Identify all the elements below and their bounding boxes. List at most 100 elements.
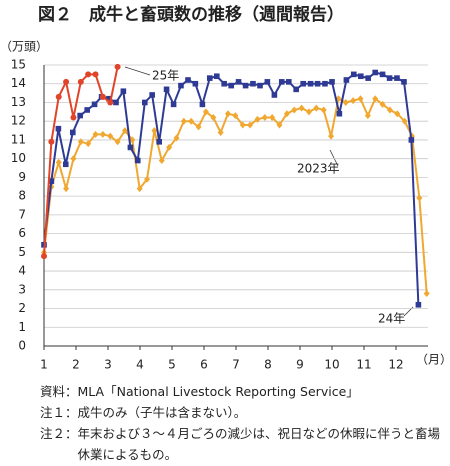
series-label: 24年	[378, 312, 405, 326]
marker	[394, 110, 401, 118]
notes: 資料：MLA「National Livestock Reporting Serv…	[40, 381, 440, 465]
marker	[99, 130, 106, 138]
note: 注２：年末および３～４月ごろの減少は、祝日などの休暇に伴うと畜場休業によるもの。	[40, 426, 441, 462]
y-tick-label: 0	[18, 339, 26, 353]
marker	[313, 104, 320, 112]
y-tick-label: 5	[18, 245, 26, 259]
marker	[364, 112, 371, 120]
y-tick-label: 7	[18, 207, 26, 221]
x-tick-label: 7	[232, 358, 240, 372]
x-tick-label: 6	[200, 358, 208, 372]
marker	[151, 127, 158, 135]
marker	[250, 80, 256, 87]
y-tick-label: 2	[18, 301, 26, 315]
marker	[55, 125, 62, 132]
marker	[314, 80, 321, 87]
chart-title: 図２ 成牛と畜頭数の推移（週間報告）	[38, 4, 344, 25]
marker	[271, 92, 278, 98]
marker	[322, 80, 328, 87]
marker	[283, 110, 290, 118]
marker	[372, 69, 378, 76]
marker	[199, 101, 206, 108]
y-tick-label: 14	[11, 76, 26, 90]
marker	[206, 75, 213, 81]
y-axis-label: （万頭）	[0, 40, 48, 54]
marker	[91, 101, 98, 108]
note: 注１：成牛のみ（子牛は含まない）。	[40, 405, 247, 420]
marker	[202, 108, 209, 116]
y-tick-label: 15	[11, 58, 26, 72]
marker	[379, 100, 386, 108]
marker	[92, 71, 99, 78]
y-tick-label: 10	[11, 151, 26, 165]
marker	[298, 104, 305, 112]
leader-line	[329, 149, 339, 167]
y-tick-label: 9	[18, 170, 26, 184]
marker	[149, 92, 155, 98]
marker	[239, 121, 246, 129]
marker	[214, 73, 220, 80]
marker	[286, 79, 292, 85]
marker	[120, 88, 127, 95]
marker	[261, 113, 268, 121]
marker	[342, 98, 349, 106]
marker	[107, 132, 114, 140]
marker	[188, 117, 195, 125]
x-tick-label: 1	[40, 358, 48, 372]
marker	[372, 95, 379, 103]
marker	[415, 301, 422, 308]
y-tick-label: 3	[18, 282, 26, 296]
marker	[423, 290, 430, 298]
marker	[232, 112, 239, 120]
marker	[113, 99, 119, 106]
marker	[394, 75, 400, 81]
note: 資料：MLA「National Livestock Reporting Serv…	[40, 384, 359, 399]
marker	[121, 127, 128, 135]
marker	[77, 78, 84, 85]
series-label: 2023年	[297, 162, 340, 176]
y-tick-label: 12	[11, 114, 26, 128]
marker	[92, 130, 99, 138]
marker	[55, 158, 62, 166]
marker	[129, 136, 136, 144]
chart: 図２ 成牛と畜頭数の推移（週間報告） （万頭） （月） 012345678910…	[0, 4, 450, 372]
marker	[106, 95, 112, 102]
marker	[386, 75, 393, 81]
series-label: 25年	[152, 69, 179, 83]
marker	[173, 134, 180, 142]
marker	[210, 113, 217, 121]
y-tick-label: 4	[18, 264, 26, 278]
y-tick-label: 1	[18, 320, 26, 334]
marker	[41, 253, 47, 260]
marker	[328, 132, 335, 140]
marker	[163, 86, 170, 93]
marker	[127, 144, 134, 151]
marker	[158, 157, 165, 165]
marker	[85, 140, 92, 148]
marker	[235, 79, 242, 85]
marker	[156, 139, 162, 145]
marker	[166, 143, 173, 151]
y-tick-label: 11	[11, 132, 26, 146]
marker	[48, 138, 55, 145]
marker	[77, 138, 84, 146]
marker	[192, 80, 199, 87]
marker	[269, 113, 276, 121]
x-axis-label: （月）	[416, 353, 450, 367]
marker	[114, 138, 121, 146]
marker	[180, 117, 187, 125]
marker	[55, 93, 62, 100]
x-tick-label: 8	[264, 358, 272, 372]
marker	[379, 71, 386, 78]
marker	[70, 129, 76, 136]
marker	[142, 99, 148, 106]
marker	[386, 106, 393, 114]
marker	[178, 82, 184, 89]
marker	[408, 137, 415, 143]
marker	[144, 175, 151, 183]
marker	[401, 79, 407, 85]
marker	[70, 114, 77, 121]
marker	[185, 77, 191, 83]
marker	[307, 80, 314, 87]
x-tick-label: 3	[104, 358, 112, 372]
